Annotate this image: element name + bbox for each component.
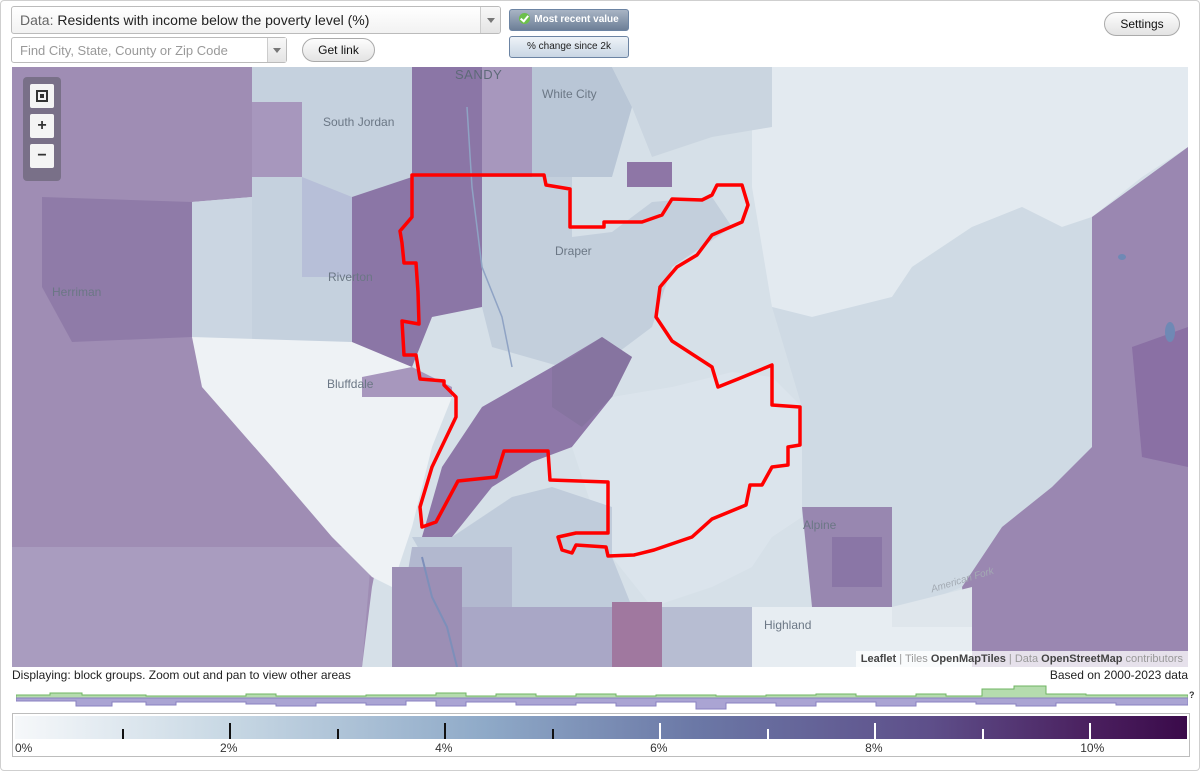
- distribution-histogram: [16, 685, 1188, 710]
- attribution-tiles-link[interactable]: OpenMapTiles: [930, 653, 1006, 665]
- place-label-alpine: Alpine: [803, 518, 837, 532]
- legend-tick-label: 6%: [650, 741, 668, 755]
- legend-major-tick: [659, 723, 662, 739]
- data-selector-value: Residents with income below the poverty …: [57, 12, 370, 28]
- place-label-bluffdale: Bluffdale: [327, 377, 374, 391]
- legend-tick-label: 4%: [435, 741, 453, 755]
- location-search-input[interactable]: [11, 37, 287, 63]
- zoom-out-button[interactable]: −: [30, 144, 54, 168]
- legend-tick-label: 8%: [865, 741, 883, 755]
- color-legend: 0% 2% 4% 6% 8% 10%: [12, 713, 1190, 757]
- most-recent-value-toggle[interactable]: Most recent value: [509, 9, 629, 31]
- display-status: Displaying: block groups. Zoom out and p…: [12, 668, 351, 682]
- attribution-tiles-prefix: Tiles: [904, 653, 928, 665]
- fit-bounds-icon: [36, 90, 48, 102]
- map-attribution: Leaflet | Tiles OpenMapTiles | Data Open…: [855, 651, 1188, 667]
- chevron-down-icon[interactable]: [267, 38, 286, 62]
- legend-tick-label: 10%: [1080, 741, 1105, 755]
- place-label-white-city: White City: [542, 87, 597, 101]
- zoom-in-button[interactable]: +: [30, 114, 54, 138]
- plus-icon: +: [37, 117, 47, 134]
- settings-button[interactable]: Settings: [1104, 12, 1180, 36]
- percent-change-toggle[interactable]: % change since 2k: [509, 36, 629, 58]
- data-range-note: Based on 2000-2023 data: [1049, 668, 1188, 682]
- legend-minor-tick: [551, 729, 554, 739]
- legend-minor-tick: [121, 729, 124, 739]
- legend-major-tick: [1089, 723, 1092, 739]
- map-canvas[interactable]: SANDY White City South Jordan Riverton H…: [12, 67, 1188, 667]
- place-label-sandy: SANDY: [455, 67, 503, 82]
- legend-minor-tick: [981, 729, 984, 739]
- legend-major-tick: [444, 723, 447, 739]
- minus-icon: −: [37, 147, 47, 164]
- data-selector-prefix: Data:: [20, 12, 54, 28]
- place-label-riverton: Riverton: [328, 270, 373, 284]
- legend-gradient-bar: [15, 716, 1187, 739]
- histogram-upper: [16, 685, 1188, 699]
- attribution-osm-link[interactable]: OpenStreetMap: [1041, 653, 1123, 665]
- fit-bounds-button[interactable]: [30, 84, 54, 108]
- legend-major-tick: [229, 723, 232, 739]
- legend-tick-label: 2%: [220, 741, 238, 755]
- checkmark-icon: [519, 13, 531, 24]
- choropleth-layer: [12, 67, 1188, 667]
- place-label-draper: Draper: [555, 244, 592, 258]
- legend-minor-tick: [766, 729, 769, 739]
- get-link-button[interactable]: Get link: [302, 38, 375, 62]
- attribution-leaflet-link[interactable]: Leaflet: [860, 653, 897, 665]
- most-recent-value-label: Most recent value: [534, 14, 619, 25]
- place-label-south-jordan: South Jordan: [323, 115, 395, 129]
- place-label-herriman: Herriman: [52, 285, 102, 299]
- legend-major-tick: [874, 723, 877, 739]
- zoom-control: + −: [23, 77, 61, 181]
- data-selector[interactable]: Data: Residents with income below the po…: [11, 6, 501, 34]
- attribution-contributors: contributors: [1125, 653, 1183, 665]
- chevron-down-icon[interactable]: [480, 7, 500, 33]
- histogram-lower: [16, 697, 1188, 710]
- place-label-highland: Highland: [764, 618, 812, 632]
- legend-minor-tick: [336, 729, 339, 739]
- histogram-help[interactable]: ?: [1189, 690, 1195, 700]
- attribution-data-prefix: Data: [1014, 653, 1039, 665]
- legend-tick-label: 0%: [15, 741, 33, 755]
